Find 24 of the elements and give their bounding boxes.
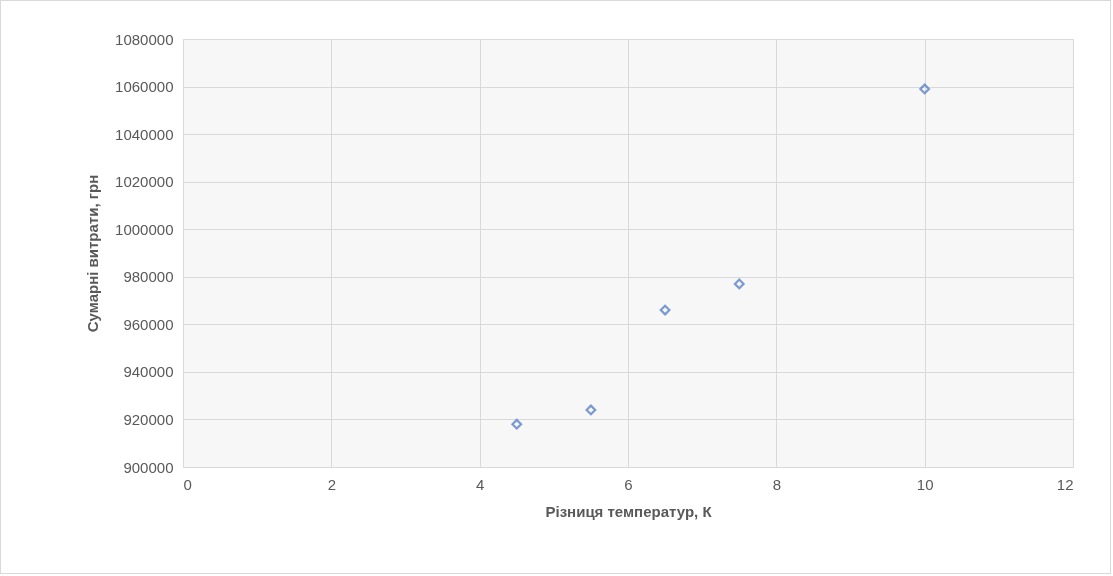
x-axis-title: Різниця температур, К bbox=[545, 502, 713, 520]
point bbox=[511, 418, 523, 430]
y-tick-label: 1080000 bbox=[115, 30, 174, 48]
x-tick-label: 8 bbox=[772, 475, 782, 493]
y-tick-label: 980000 bbox=[123, 268, 174, 286]
x-tick-label: 4 bbox=[475, 475, 485, 493]
x-tick-label: 0 bbox=[183, 475, 192, 493]
x-tick-label: 12 bbox=[1056, 475, 1074, 493]
point bbox=[585, 404, 597, 416]
x-tick-label: 10 bbox=[916, 475, 934, 493]
y-tick-label: 960000 bbox=[123, 315, 174, 333]
y-tick-label: 940000 bbox=[123, 363, 174, 381]
point bbox=[733, 278, 745, 290]
y-tick-label: 1000000 bbox=[115, 220, 174, 238]
y-tick-label: 900000 bbox=[123, 458, 174, 476]
y-tick-label: 1020000 bbox=[115, 173, 174, 191]
y-tick-label: 920000 bbox=[123, 410, 174, 428]
x-tick-label: 6 bbox=[624, 475, 633, 493]
point bbox=[659, 304, 671, 316]
x-tick-label: 2 bbox=[327, 475, 337, 493]
y-axis-title: Сумарні витрати, грн bbox=[84, 174, 102, 333]
point bbox=[919, 83, 931, 95]
y-tick-label: 1060000 bbox=[115, 78, 174, 96]
y-tick-label: 1040000 bbox=[115, 125, 174, 143]
